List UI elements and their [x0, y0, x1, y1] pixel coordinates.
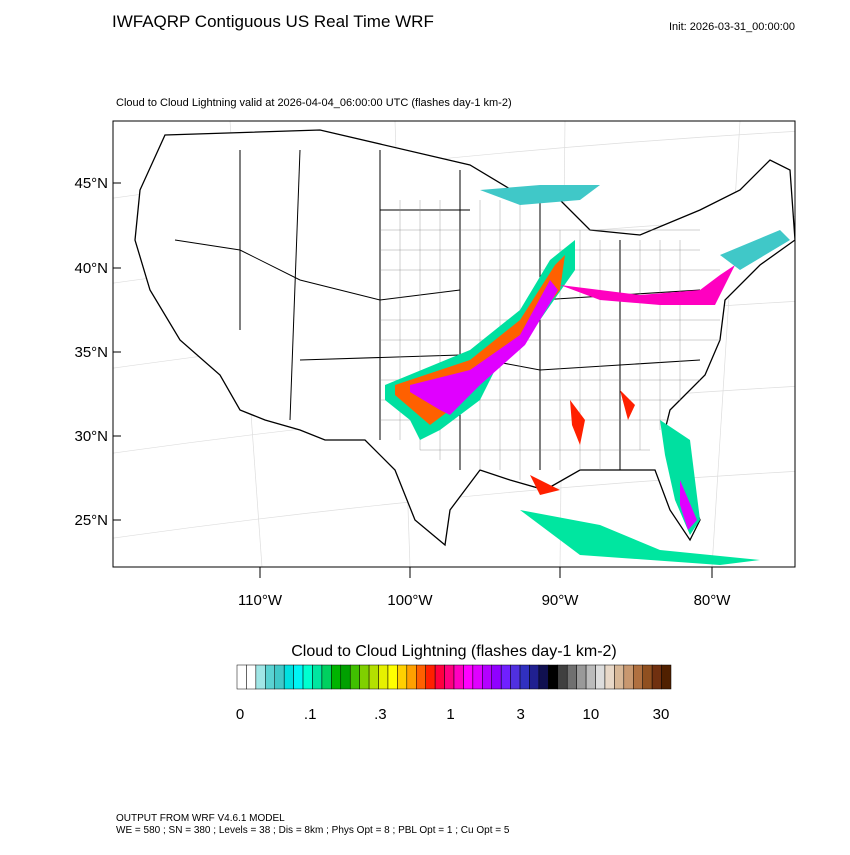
color-box	[529, 664, 540, 690]
axes: 45°N 40°N 35°N 30°N 25°N 110°W 100°W 90°W 80°W	[74, 175, 731, 609]
color-box	[661, 664, 672, 690]
color-box	[491, 664, 502, 690]
lat-label: 30°N	[74, 428, 108, 445]
lat-label: 25°N	[74, 512, 108, 529]
footer-line: OUTPUT FROM WRF V4.6.1 MODEL	[116, 813, 285, 824]
color-box	[463, 664, 474, 690]
land-outline	[134, 129, 795, 547]
lat-label: 35°N	[74, 344, 108, 361]
color-box	[312, 664, 323, 690]
color-box	[293, 664, 304, 690]
subtitle: Cloud to Cloud Lightning valid at 2026-0…	[116, 97, 512, 109]
color-box	[576, 664, 587, 690]
color-box	[453, 664, 464, 690]
lon-label: 110°W	[238, 592, 283, 609]
color-box	[246, 664, 257, 690]
color-box	[623, 664, 634, 690]
map	[112, 120, 796, 568]
color-box	[265, 664, 275, 690]
color-box	[519, 664, 530, 690]
colorbar-label: 10	[582, 706, 599, 723]
color-box	[482, 664, 492, 690]
title: IWFAQRP Contiguous US Real Time WRF	[112, 12, 434, 31]
color-box	[595, 664, 606, 690]
lon-label: 80°W	[694, 592, 732, 609]
color-box	[651, 664, 662, 690]
color-box	[500, 664, 511, 690]
color-box	[236, 664, 247, 690]
footer-line: WE = 580 ; SN = 380 ; Levels = 38 ; Dis …	[116, 825, 510, 836]
color-box	[274, 664, 285, 690]
colorbar-label: 3	[516, 706, 524, 723]
color-box	[331, 664, 342, 690]
colorbar: Cloud to Cloud Lightning (flashes day-1 …	[236, 643, 672, 723]
color-box	[633, 664, 643, 690]
lat-label: 45°N	[74, 175, 108, 192]
color-box	[302, 664, 313, 690]
colorbar-label: 0	[236, 706, 244, 723]
color-box	[566, 664, 577, 690]
color-box	[538, 664, 549, 690]
color-box	[321, 664, 332, 690]
color-box	[548, 664, 559, 690]
color-box	[510, 664, 521, 690]
colorbar-title: Cloud to Cloud Lightning (flashes day-1 …	[291, 643, 617, 660]
color-box	[255, 664, 266, 690]
colorbar-label: 30	[653, 706, 670, 723]
color-box	[434, 664, 445, 690]
color-box	[283, 664, 294, 690]
lat-label: 40°N	[74, 260, 108, 277]
color-box	[557, 664, 568, 690]
lon-label: 90°W	[542, 592, 580, 609]
color-box	[359, 664, 370, 690]
color-box	[416, 664, 426, 690]
color-box	[349, 664, 360, 690]
plot-frame	[112, 120, 796, 568]
colorbar-label: .3	[374, 706, 387, 723]
color-box	[604, 664, 615, 690]
color-box	[472, 664, 483, 690]
color-box	[387, 664, 398, 690]
init-time: Init: 2026-03-31_00:00:00	[669, 21, 795, 33]
color-box	[340, 664, 351, 690]
color-box	[642, 664, 653, 690]
color-box	[397, 664, 408, 690]
lon-label: 100°W	[387, 592, 433, 609]
color-box	[425, 664, 436, 690]
colorbar-label: 1	[446, 706, 454, 723]
color-box	[444, 664, 455, 690]
color-box	[368, 664, 379, 690]
color-box	[406, 664, 417, 690]
lightning-swaths	[385, 185, 790, 565]
colorbar-label: .1	[304, 706, 317, 723]
color-box	[585, 664, 596, 690]
color-box	[614, 664, 625, 690]
color-box	[378, 664, 389, 690]
